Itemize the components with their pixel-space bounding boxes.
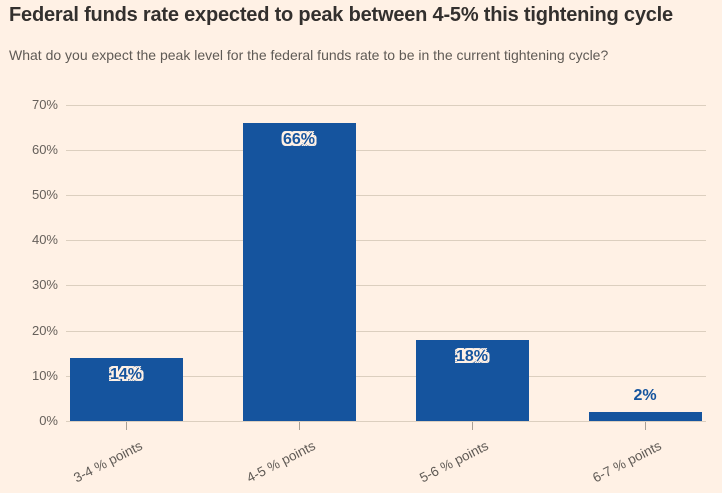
bar-3 — [589, 412, 702, 421]
chart-title: Federal funds rate expected to peak betw… — [9, 4, 673, 26]
x-axis-tick-2 — [472, 422, 473, 430]
bar-2 — [416, 340, 529, 421]
gridline-30 — [66, 285, 706, 286]
x-axis-label-1: 4-5 % points — [244, 438, 318, 486]
x-axis-tick-0 — [126, 422, 127, 430]
gridline-0 — [66, 421, 706, 422]
gridline-40 — [66, 240, 706, 241]
bar-value-label-2: 18% — [455, 348, 489, 365]
y-axis-label-30: 30% — [31, 277, 58, 292]
x-axis-tick-1 — [299, 422, 300, 430]
x-axis-tick-3 — [645, 422, 646, 430]
gridline-20 — [66, 331, 706, 332]
y-axis-label-60: 60% — [31, 142, 58, 157]
gridline-60 — [66, 150, 706, 151]
y-axis-label-50: 50% — [31, 187, 58, 202]
gridline-70 — [66, 105, 706, 106]
y-axis-label-40: 40% — [31, 232, 58, 247]
gridline-10 — [66, 376, 706, 377]
y-axis-label-20: 20% — [31, 323, 58, 338]
bar-value-label-3: 2% — [633, 387, 657, 404]
chart-subtitle: What do you expect the peak level for th… — [9, 47, 609, 63]
y-axis-label-0: 0% — [39, 413, 58, 428]
x-axis-label-0: 3-4 % points — [71, 438, 145, 486]
y-axis-label-70: 70% — [31, 97, 58, 112]
bar-value-label-0: 14% — [109, 366, 143, 383]
bar-value-label-1: 66% — [282, 131, 316, 148]
x-axis-label-3: 6-7 % points — [590, 438, 664, 486]
gridline-50 — [66, 195, 706, 196]
bar-0 — [70, 358, 183, 421]
bar-1 — [243, 123, 356, 421]
y-axis-label-10: 10% — [31, 368, 58, 383]
x-axis-label-2: 5-6 % points — [417, 438, 491, 486]
